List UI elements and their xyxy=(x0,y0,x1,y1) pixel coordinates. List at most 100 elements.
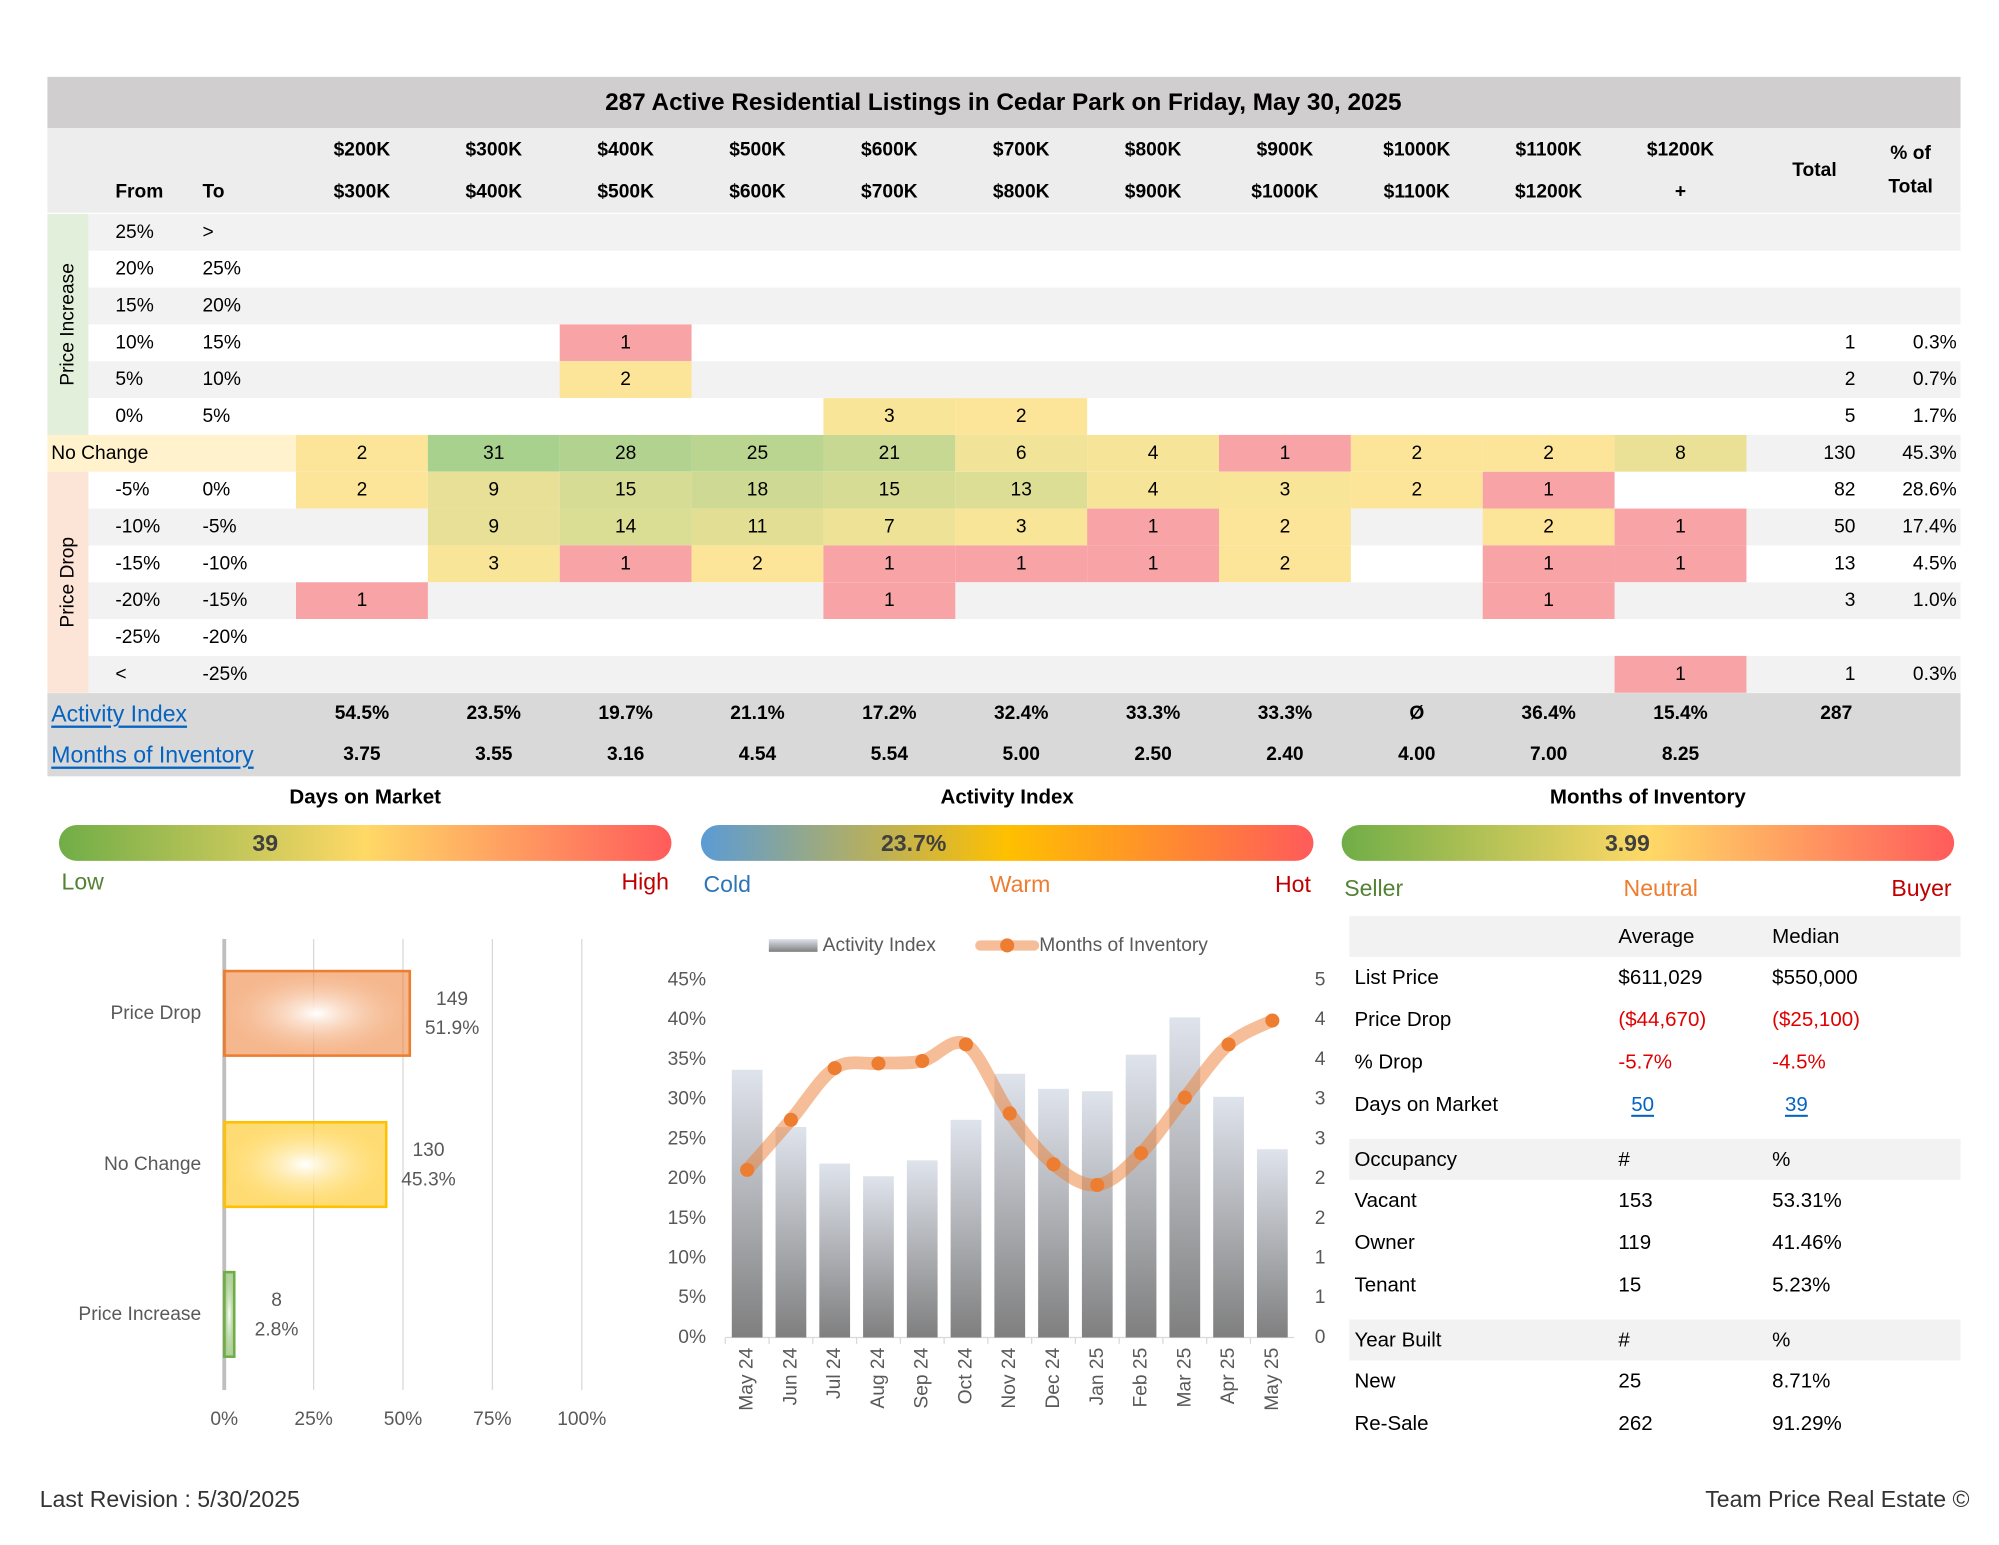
band-from: $500K xyxy=(729,139,786,160)
row-percent: 0.7% xyxy=(1913,369,1957,390)
column-header: % xyxy=(1772,1329,1790,1352)
row-background xyxy=(88,250,1961,288)
heat-cell xyxy=(955,434,1088,472)
heat-cell xyxy=(427,508,560,546)
legend-swatch xyxy=(768,939,818,952)
band-from: $600K xyxy=(861,139,918,160)
cell-value: 28 xyxy=(615,443,636,464)
row-background xyxy=(88,213,1961,251)
band-from: $800K xyxy=(1125,139,1182,160)
y-tick-label: 25% xyxy=(668,1128,706,1149)
row-from: -25% xyxy=(115,627,160,648)
point xyxy=(915,1054,930,1069)
summary-value: 36.4% xyxy=(1521,703,1575,724)
heat-cell xyxy=(691,508,824,546)
row-from: 10% xyxy=(115,332,153,353)
y2-tick-label: 2 xyxy=(1315,1168,1326,1189)
row-to: 5% xyxy=(202,406,230,427)
heat-cell xyxy=(427,471,560,509)
title-band xyxy=(47,76,1961,129)
header-band xyxy=(47,128,1961,213)
summary-band xyxy=(47,693,1961,777)
heat-cell xyxy=(296,434,428,472)
heat-cell xyxy=(955,508,1088,546)
row-from: 25% xyxy=(115,222,153,243)
band-from: $200K xyxy=(334,139,391,160)
row-background xyxy=(88,324,1961,362)
summary-link[interactable]: Activity Index xyxy=(51,701,187,727)
count-label: 8 xyxy=(271,1290,282,1311)
heat-cell xyxy=(1350,471,1483,509)
row-value: 91.29% xyxy=(1772,1412,1842,1435)
summary-link[interactable]: Months of Inventory xyxy=(51,742,254,768)
summary-value: 2.50 xyxy=(1134,744,1171,765)
bar xyxy=(775,1126,807,1338)
cell-value: 1 xyxy=(1280,443,1291,464)
row-value: 5.23% xyxy=(1772,1273,1830,1296)
value-label: 45.3% xyxy=(401,1169,455,1190)
point xyxy=(740,1162,755,1177)
heat-cell xyxy=(1087,434,1220,472)
value-link[interactable]: 39 xyxy=(1785,1093,1808,1116)
summary-value: 4.00 xyxy=(1398,744,1435,765)
row-to: 20% xyxy=(202,296,240,317)
gauge-label: Low xyxy=(62,868,105,894)
row-from: 20% xyxy=(115,259,153,280)
row-value: -4.5% xyxy=(1772,1051,1826,1074)
bar xyxy=(1038,1088,1069,1338)
row-value: $611,029 xyxy=(1618,966,1702,989)
row-to: -25% xyxy=(202,664,247,685)
cell-value: 15 xyxy=(615,480,636,501)
point xyxy=(1265,1013,1280,1028)
value-link[interactable]: 50 xyxy=(1631,1093,1654,1116)
cell-value: 2 xyxy=(1411,480,1422,501)
cell-value: 1 xyxy=(1543,480,1554,501)
cell-value: 3 xyxy=(488,553,499,574)
summary-value: 8.25 xyxy=(1662,744,1700,765)
cell-value: 11 xyxy=(748,517,768,538)
band-to: $400K xyxy=(465,182,522,203)
heat-cell xyxy=(1614,508,1747,546)
cell-value: 2 xyxy=(1411,443,1422,464)
heat-cell xyxy=(691,545,824,583)
row-to: 25% xyxy=(202,259,240,280)
gauge-value: 3.99 xyxy=(1605,830,1650,856)
heat-cell xyxy=(296,582,428,620)
row-label: Owner xyxy=(1354,1231,1415,1254)
gauge-bar xyxy=(1341,825,1955,861)
x-tick-label: Apr 25 xyxy=(1218,1348,1239,1405)
y-tick-label: 15% xyxy=(668,1208,706,1229)
heat-cell xyxy=(1482,508,1615,546)
row-value: -5.7% xyxy=(1618,1051,1672,1074)
point xyxy=(1002,1106,1017,1121)
cell-value: 8 xyxy=(1675,443,1686,464)
cell-value: 15 xyxy=(879,480,900,501)
cell-value: 25 xyxy=(747,443,768,464)
row-value: 153 xyxy=(1618,1189,1652,1212)
count-label: 130 xyxy=(412,1140,444,1161)
summary-value: 15.4% xyxy=(1653,703,1707,724)
cell-value: 4 xyxy=(1148,443,1159,464)
bar xyxy=(222,969,412,1057)
heat-cell xyxy=(1482,582,1615,620)
point xyxy=(1133,1146,1149,1161)
bar xyxy=(906,1160,938,1338)
footer-revision: Last Revision : 5/30/2025 xyxy=(40,1486,300,1512)
band-from: $900K xyxy=(1257,139,1314,160)
heat-cell xyxy=(691,434,824,472)
row-value: ($25,100) xyxy=(1772,1008,1860,1031)
row-to: 15% xyxy=(202,332,240,353)
y2-tick-label: 4 xyxy=(1315,1049,1326,1070)
summary-value: 2.40 xyxy=(1266,744,1303,765)
heat-cell xyxy=(1219,434,1351,472)
band-to: $900K xyxy=(1125,182,1182,203)
row-label-background xyxy=(47,434,297,472)
band-from: $1100K xyxy=(1516,139,1582,160)
summary-value: 32.4% xyxy=(994,703,1048,724)
bar xyxy=(1169,1017,1201,1338)
row-value: 53.31% xyxy=(1772,1189,1842,1212)
cell-value: 3 xyxy=(1016,517,1027,538)
heat-cell xyxy=(1219,471,1351,509)
column-header: # xyxy=(1618,1148,1630,1171)
